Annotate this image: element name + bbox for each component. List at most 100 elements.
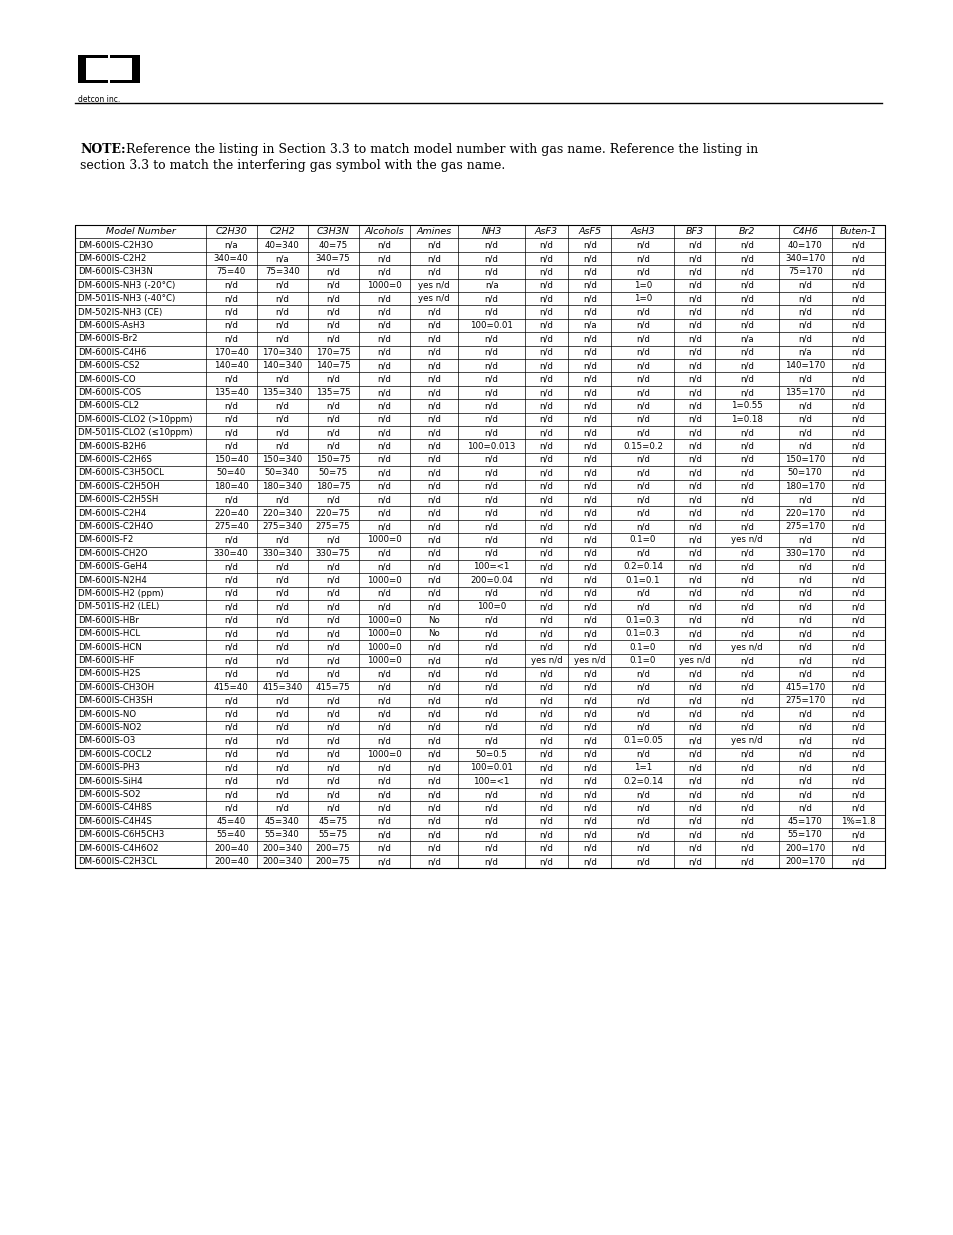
Text: n/d: n/d (427, 790, 440, 799)
Text: n/d: n/d (851, 482, 864, 490)
Text: n/d: n/d (636, 335, 649, 343)
Text: 100=0.01: 100=0.01 (470, 763, 513, 772)
Text: n/d: n/d (798, 294, 811, 304)
Text: n/d: n/d (851, 616, 864, 625)
Text: n/d: n/d (636, 857, 649, 866)
Text: Br2: Br2 (738, 227, 755, 236)
Text: n/d: n/d (326, 415, 340, 424)
Text: n/d: n/d (376, 454, 391, 464)
Text: n/d: n/d (275, 321, 289, 330)
Text: n/d: n/d (376, 401, 391, 410)
Text: n/d: n/d (427, 536, 440, 545)
Text: n/d: n/d (275, 697, 289, 705)
Text: n/d: n/d (740, 669, 753, 678)
Text: n/d: n/d (582, 454, 596, 464)
Text: n/d: n/d (851, 697, 864, 705)
Text: 55=75: 55=75 (318, 830, 348, 840)
Text: n/d: n/d (798, 280, 811, 290)
Text: n/d: n/d (851, 388, 864, 396)
Text: n/d: n/d (740, 816, 753, 826)
Text: n/d: n/d (224, 294, 238, 304)
Text: n/d: n/d (851, 844, 864, 852)
Text: n/d: n/d (740, 830, 753, 840)
Text: 200=340: 200=340 (262, 857, 302, 866)
Bar (80, 58, 86, 80)
Text: n/d: n/d (484, 804, 498, 813)
Text: n/d: n/d (636, 348, 649, 357)
Text: 45=75: 45=75 (318, 816, 348, 826)
Text: n/d: n/d (427, 683, 440, 692)
Text: n/d: n/d (484, 722, 498, 732)
Text: n/d: n/d (636, 321, 649, 330)
Text: n/d: n/d (376, 683, 391, 692)
Text: C3H3N: C3H3N (316, 227, 349, 236)
Text: n/d: n/d (582, 348, 596, 357)
Text: n/d: n/d (376, 321, 391, 330)
Text: n/d: n/d (740, 844, 753, 852)
Text: n/d: n/d (851, 669, 864, 678)
Text: n/d: n/d (427, 442, 440, 451)
Text: n/d: n/d (539, 468, 553, 478)
Text: n/d: n/d (275, 536, 289, 545)
Text: n/d: n/d (687, 429, 701, 437)
Text: DM-501IS-H2 (LEL): DM-501IS-H2 (LEL) (78, 603, 159, 611)
Text: n/d: n/d (326, 429, 340, 437)
Text: n/d: n/d (224, 736, 238, 746)
Text: 140=40: 140=40 (213, 361, 249, 370)
Text: 135=40: 135=40 (213, 388, 249, 396)
Text: n/d: n/d (224, 321, 238, 330)
Text: n/d: n/d (687, 294, 701, 304)
Bar (75, 225, 884, 868)
Text: n/d: n/d (687, 844, 701, 852)
Bar (86, 58, 108, 80)
Text: 170=75: 170=75 (315, 348, 350, 357)
Text: n/d: n/d (636, 722, 649, 732)
Text: n/d: n/d (484, 308, 498, 316)
Text: n/d: n/d (376, 294, 391, 304)
Text: 1=0: 1=0 (633, 280, 651, 290)
Text: n/d: n/d (376, 241, 391, 249)
Text: n/d: n/d (376, 348, 391, 357)
Text: DM-600IS-N2H4: DM-600IS-N2H4 (78, 576, 147, 584)
Text: n/d: n/d (740, 454, 753, 464)
Text: n/d: n/d (376, 548, 391, 558)
Text: n/d: n/d (484, 857, 498, 866)
Text: n/d: n/d (484, 642, 498, 652)
Text: n/d: n/d (376, 816, 391, 826)
Text: n/a: n/a (275, 254, 289, 263)
Text: 330=340: 330=340 (262, 548, 302, 558)
Text: n/d: n/d (740, 683, 753, 692)
Text: n/d: n/d (326, 321, 340, 330)
Text: n/d: n/d (376, 804, 391, 813)
Text: n/d: n/d (582, 589, 596, 598)
Text: n/a: n/a (798, 348, 811, 357)
Text: n/d: n/d (484, 374, 498, 384)
Text: 200=170: 200=170 (784, 844, 824, 852)
Text: DM-600IS-HF: DM-600IS-HF (78, 656, 134, 664)
Text: n/d: n/d (275, 642, 289, 652)
Text: n/d: n/d (376, 736, 391, 746)
Text: n/d: n/d (851, 308, 864, 316)
Text: n/d: n/d (636, 495, 649, 504)
Text: 200=40: 200=40 (213, 844, 249, 852)
Text: n/d: n/d (539, 429, 553, 437)
Text: 55=340: 55=340 (265, 830, 299, 840)
Text: n/d: n/d (224, 790, 238, 799)
Text: n/d: n/d (582, 294, 596, 304)
Text: BF3: BF3 (685, 227, 703, 236)
Text: n/d: n/d (687, 777, 701, 785)
Text: n/d: n/d (427, 589, 440, 598)
Text: n/d: n/d (275, 750, 289, 758)
Text: n/d: n/d (427, 308, 440, 316)
Text: n/d: n/d (427, 335, 440, 343)
Text: n/d: n/d (687, 750, 701, 758)
Text: n/d: n/d (275, 616, 289, 625)
Text: n/d: n/d (687, 736, 701, 746)
Text: n/d: n/d (851, 335, 864, 343)
Text: n/d: n/d (427, 777, 440, 785)
Text: n/d: n/d (224, 589, 238, 598)
Text: n/d: n/d (687, 415, 701, 424)
Text: n/d: n/d (224, 750, 238, 758)
Text: 1%=1.8: 1%=1.8 (841, 816, 875, 826)
Text: n/d: n/d (851, 454, 864, 464)
